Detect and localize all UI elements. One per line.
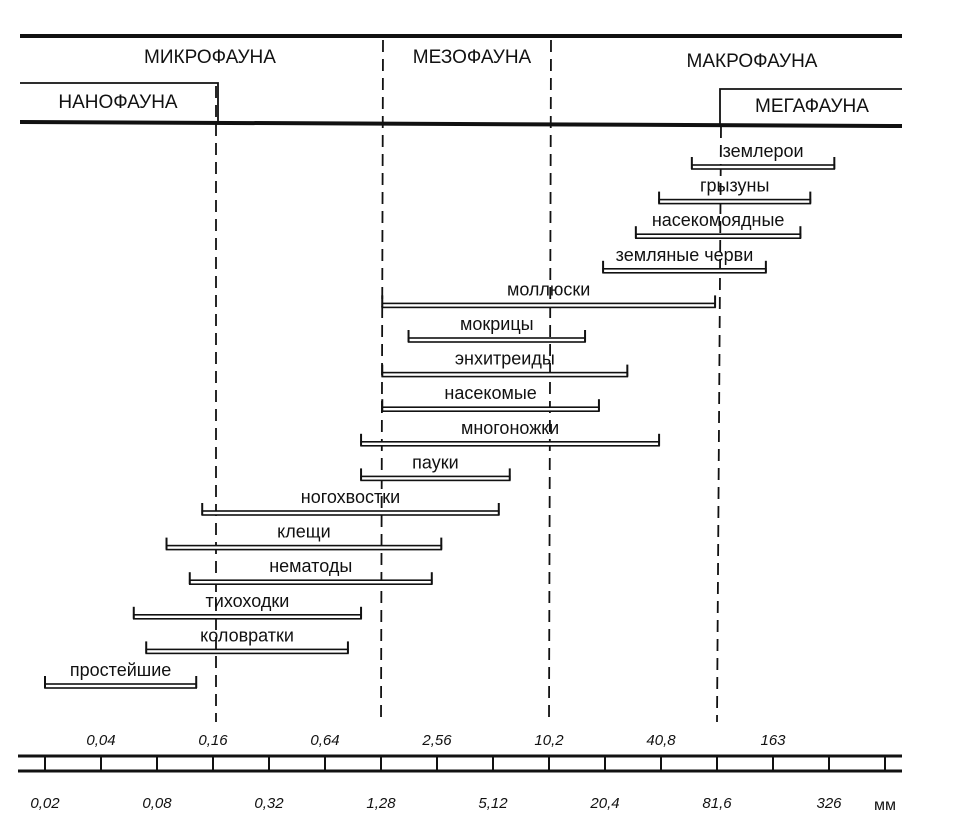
macrofauna-label: МАКРОФАУНА [687, 51, 818, 72]
range-bar [381, 406, 600, 413]
upper-tick-label: 0,16 [198, 732, 228, 749]
upper-tick-label: 2,56 [421, 732, 452, 749]
range-bar [658, 198, 812, 205]
lower-tick-label: 0,08 [142, 795, 172, 812]
upper-tick-label: 163 [760, 732, 786, 749]
organism-label: простейшие [70, 660, 171, 680]
organism-label: насекомые [444, 383, 536, 403]
range-bar [602, 267, 767, 274]
organism-bars: землерои грызуны насекомоядные земляные чер… [44, 141, 836, 689]
organism-range: грызуны [658, 176, 812, 205]
range-bar [360, 440, 660, 447]
organism-range: тихоходки [132, 591, 363, 620]
range-bar [381, 302, 716, 309]
organism-label: землерои [723, 141, 804, 161]
organism-label: моллюски [507, 279, 590, 299]
mesofauna-label: МЕЗОФАУНА [413, 47, 532, 68]
range-bar [188, 579, 433, 586]
range-bar [132, 613, 362, 620]
organism-range: земляные черви [602, 245, 767, 274]
lower-tick-label: 1,28 [366, 795, 396, 812]
organism-range: клещи [165, 522, 443, 551]
organism-label: многоножки [461, 418, 559, 438]
size-scale: 0,04 0,16 0,64 2,56 10,2 40,8 163 0,02 0,08 0,32… [18, 732, 902, 814]
range-bar [201, 510, 500, 516]
nanofauna-bracket [20, 82, 219, 122]
organism-label: клещи [277, 522, 330, 542]
organism-range: ногохвостки [201, 487, 500, 516]
organism-range: коловратки [145, 625, 349, 655]
scale-unit-label: мм [874, 797, 896, 814]
organism-label: мокрицы [460, 314, 534, 334]
organism-label: земляные черви [616, 245, 754, 265]
lower-tick-label: 20,4 [589, 795, 619, 812]
boundary-meso-macro [548, 39, 552, 723]
upper-tick-label: 10,2 [534, 732, 564, 749]
organism-range: насекомоядные [634, 210, 802, 239]
upper-tick-label: 0,64 [310, 732, 339, 749]
organism-label: коловратки [200, 625, 294, 645]
organism-label: ногохвостки [301, 487, 400, 507]
header-bottom-line [19, 120, 903, 128]
lower-tick-label: 0,02 [30, 795, 60, 812]
range-bar [165, 544, 443, 551]
megafauna-label: МЕГАФАУНА [755, 96, 869, 117]
organism-range: пауки [360, 452, 511, 482]
nanofauna-label: НАНОФАУНА [58, 92, 178, 113]
organism-label: нематоды [269, 556, 352, 576]
boundary-macro-mega [716, 125, 722, 723]
organism-range: энхитреиды [381, 349, 629, 378]
organism-range: моллюски [381, 279, 717, 309]
organism-range: многоножки [360, 418, 661, 447]
lower-tick-label: 81,6 [702, 795, 732, 812]
organism-range: насекомые [381, 383, 600, 413]
upper-tick-label: 0,04 [86, 732, 115, 749]
boundary-micro-meso [380, 39, 384, 723]
range-bar [145, 648, 349, 655]
organism-range: землерои [690, 141, 836, 170]
organism-range: нематоды [188, 556, 433, 586]
organism-label: насекомоядные [652, 210, 785, 230]
range-bar [407, 337, 586, 343]
lower-tick-label: 5,12 [478, 795, 508, 812]
microfauna-label: МИКРОФАУНА [144, 47, 276, 68]
range-bar [44, 683, 198, 689]
organism-label: грызуны [700, 176, 769, 196]
range-bar [691, 164, 836, 170]
range-bar [381, 371, 629, 378]
lower-tick-label: 326 [816, 795, 842, 812]
range-bar [360, 475, 511, 482]
organism-label: пауки [412, 452, 459, 472]
lower-tick-labels: 0,02 0,08 0,32 1,28 5,12 20,4 81,6 326 [30, 795, 842, 812]
scale-ticks [44, 756, 886, 771]
organism-label: энхитреиды [455, 349, 555, 369]
lower-tick-label: 0,32 [254, 795, 284, 812]
megafauna-bracket [719, 88, 902, 124]
organism-label: тихоходки [206, 591, 290, 611]
upper-tick-labels: 0,04 0,16 0,64 2,56 10,2 40,8 163 [86, 732, 786, 749]
range-bar [635, 233, 802, 239]
upper-tick-label: 40,8 [646, 732, 676, 749]
organism-range: простейшие [44, 660, 198, 689]
organism-range: мокрицы [407, 314, 587, 343]
